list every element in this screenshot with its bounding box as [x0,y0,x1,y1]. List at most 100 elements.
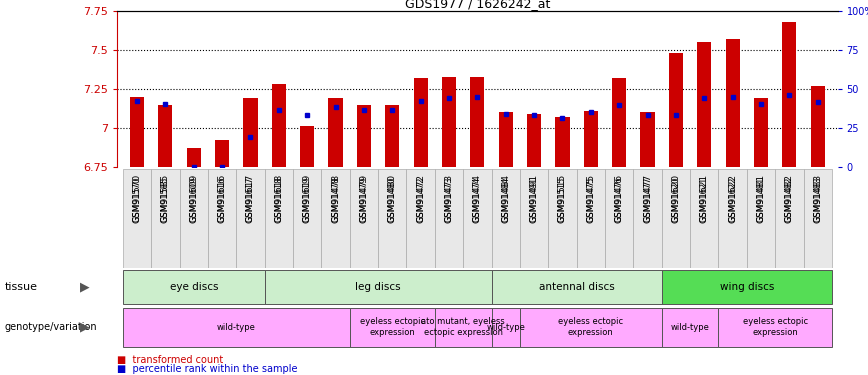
Bar [385,105,399,167]
Text: eyeless ectopic
expression: eyeless ectopic expression [743,318,808,337]
Bar [158,105,173,167]
Title: GDS1977 / 1626242_at: GDS1977 / 1626242_at [404,0,550,10]
Text: ato mutant, eyeless
ectopic expression: ato mutant, eyeless ectopic expression [421,318,505,337]
Bar [584,111,598,167]
Text: GSM91484: GSM91484 [501,174,510,223]
Text: GSM91618: GSM91618 [274,177,283,222]
Bar [576,169,605,268]
Text: wild-type: wild-type [671,322,709,332]
Text: GSM91570: GSM91570 [133,174,141,223]
Text: GSM91609: GSM91609 [189,174,198,223]
Text: GSM91609: GSM91609 [189,177,198,222]
Bar [435,169,464,268]
Text: GSM91617: GSM91617 [246,174,255,223]
Text: GSM91477: GSM91477 [643,174,652,223]
Text: GSM91585: GSM91585 [161,174,170,223]
Text: leg discs: leg discs [355,282,401,292]
Text: GSM91491: GSM91491 [529,174,539,223]
Text: GSM91481: GSM91481 [757,177,766,222]
Bar [491,169,520,268]
Bar [357,105,371,167]
Text: GSM91483: GSM91483 [813,174,822,223]
Text: ■  percentile rank within the sample: ■ percentile rank within the sample [117,364,298,374]
Text: wing discs: wing discs [720,282,774,292]
Text: wild-type: wild-type [486,322,525,332]
Bar [605,169,634,268]
Text: GSM91483: GSM91483 [813,177,822,222]
Text: GSM91478: GSM91478 [331,174,340,223]
Bar [804,169,832,268]
Bar [272,84,286,167]
Bar [406,169,435,268]
Bar [151,169,180,268]
Text: GSM91619: GSM91619 [303,174,312,223]
Bar [123,169,151,268]
Text: GSM91473: GSM91473 [444,174,454,223]
Text: genotype/variation: genotype/variation [4,322,97,332]
Text: wild-type: wild-type [217,322,256,332]
Bar [527,114,542,167]
Text: eyeless ectopic
expression: eyeless ectopic expression [359,318,424,337]
Text: GSM91620: GSM91620 [672,177,681,222]
Text: eye discs: eye discs [169,282,218,292]
Text: GSM91616: GSM91616 [218,177,227,222]
Text: tissue: tissue [4,282,37,292]
Text: GSM91585: GSM91585 [161,177,170,222]
Bar [236,169,265,268]
Text: GSM91472: GSM91472 [416,177,425,222]
Text: GSM91622: GSM91622 [728,177,737,222]
Text: GSM91619: GSM91619 [303,177,312,222]
Bar [746,169,775,268]
Bar [265,169,293,268]
Text: GSM91474: GSM91474 [473,177,482,222]
Bar [549,169,576,268]
Bar [243,98,258,167]
Text: GSM91472: GSM91472 [416,174,425,223]
Text: GSM91482: GSM91482 [785,177,794,222]
Bar [782,22,797,167]
Bar [328,98,343,167]
Text: GSM91515: GSM91515 [558,174,567,223]
Bar [499,112,513,167]
Text: GSM91616: GSM91616 [218,174,227,223]
Bar [641,112,654,167]
Text: GSM91481: GSM91481 [757,174,766,223]
Bar [378,169,406,268]
Text: GSM91570: GSM91570 [133,177,141,222]
Bar [215,140,229,167]
Text: GSM91478: GSM91478 [331,177,340,222]
Bar [208,169,236,268]
Text: GSM91480: GSM91480 [388,174,397,223]
Text: antennal discs: antennal discs [539,282,615,292]
Text: GSM91475: GSM91475 [587,177,595,222]
Bar [300,126,314,167]
Bar [413,78,428,167]
Bar [754,98,768,167]
Text: GSM91620: GSM91620 [672,174,681,223]
Text: GSM91476: GSM91476 [615,174,624,223]
Bar [634,169,661,268]
Text: GSM91480: GSM91480 [388,177,397,222]
Bar [470,76,484,167]
Text: GSM91622: GSM91622 [728,174,737,223]
Text: ■  transformed count: ■ transformed count [117,355,223,365]
Text: GSM91617: GSM91617 [246,177,255,222]
Text: GSM91618: GSM91618 [274,174,283,223]
Bar [669,53,683,167]
Text: GSM91515: GSM91515 [558,177,567,222]
Text: GSM91482: GSM91482 [785,174,794,223]
Bar [187,148,201,167]
Text: GSM91621: GSM91621 [700,177,709,222]
Bar [130,97,144,167]
Text: ▶: ▶ [80,280,89,293]
Text: GSM91621: GSM91621 [700,174,709,223]
Bar [811,86,825,167]
Bar [690,169,719,268]
Text: GSM91475: GSM91475 [587,174,595,223]
Text: GSM91484: GSM91484 [501,177,510,222]
Bar [697,42,712,167]
Bar [180,169,208,268]
Text: GSM91476: GSM91476 [615,177,624,222]
Bar [464,169,491,268]
Text: GSM91473: GSM91473 [444,177,454,222]
